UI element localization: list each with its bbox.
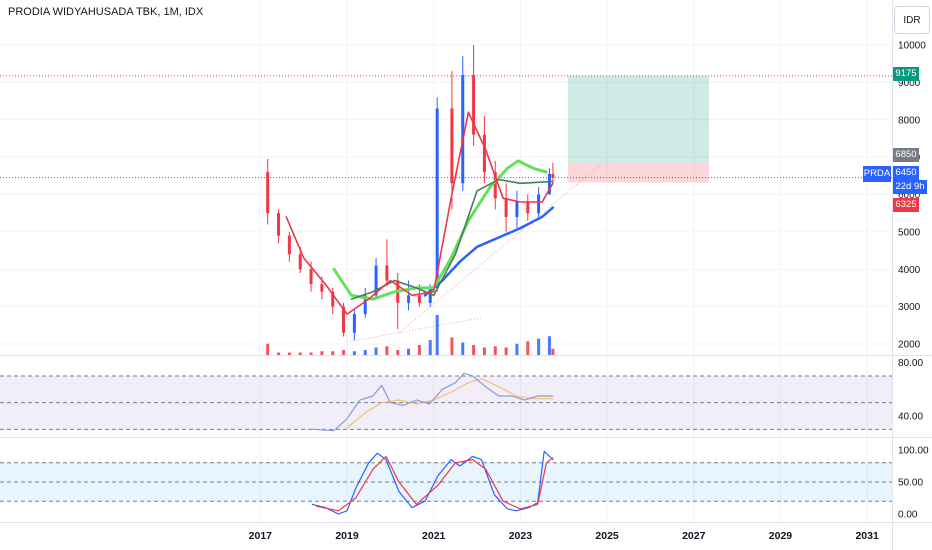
candle-body bbox=[461, 74, 465, 184]
ma-fast-line bbox=[285, 111, 554, 315]
candle-body bbox=[417, 295, 421, 303]
time-axis-label: 2027 bbox=[682, 530, 706, 542]
volume-bar bbox=[396, 350, 400, 355]
volume-bar bbox=[428, 340, 432, 355]
volume-bar bbox=[450, 337, 454, 355]
candle-body bbox=[515, 201, 519, 217]
low-price-tag: 6325 bbox=[893, 198, 919, 212]
volume-bar bbox=[461, 342, 465, 355]
volume-bar bbox=[504, 347, 508, 355]
volume-bar bbox=[482, 347, 486, 355]
time-axis-label: 2031 bbox=[855, 530, 879, 542]
chart-title: PRODIA WIDYAHUSADA TBK, 1M, IDX bbox=[8, 6, 204, 18]
volume-bar bbox=[417, 345, 421, 355]
stoch-axis-label: 100.00 bbox=[898, 446, 929, 457]
stoch-axis-label: 50.00 bbox=[898, 478, 923, 489]
ma-slow-line bbox=[423, 206, 555, 297]
volume-bar bbox=[515, 343, 519, 355]
candle-body bbox=[385, 265, 389, 281]
trend-line bbox=[398, 162, 604, 334]
candle-body bbox=[309, 269, 313, 285]
candle-body bbox=[266, 172, 270, 214]
time-axis-label: 2019 bbox=[335, 530, 359, 542]
candle-body bbox=[331, 291, 335, 307]
last-price-tag: 6450 bbox=[893, 166, 919, 180]
candle-body bbox=[320, 284, 324, 292]
price-axis-label: 5000 bbox=[898, 227, 921, 238]
stoch-k-line bbox=[311, 450, 554, 515]
candle-body bbox=[482, 134, 486, 173]
volume-bar bbox=[547, 336, 551, 355]
time-axis-label: 2021 bbox=[422, 530, 446, 542]
ma-trend-line bbox=[332, 159, 548, 301]
time-axis-label: 2023 bbox=[509, 530, 533, 542]
candle-body bbox=[277, 213, 281, 236]
candle-body bbox=[551, 173, 555, 178]
rsi-axis-label: 80.00 bbox=[898, 358, 923, 369]
candle-body bbox=[342, 306, 346, 333]
countdown-tag: 22d 9h bbox=[893, 180, 927, 194]
candle-body bbox=[298, 254, 302, 270]
time-axis-label: 2025 bbox=[595, 530, 619, 542]
volume-bar bbox=[374, 347, 378, 355]
volume-bar bbox=[407, 348, 411, 355]
candle-body bbox=[352, 314, 356, 333]
stoch-axis-label: 0.00 bbox=[898, 510, 918, 521]
price-axis-label: 3000 bbox=[898, 302, 921, 313]
price-axis-label: 10000 bbox=[898, 41, 926, 52]
candle-body bbox=[407, 295, 411, 303]
position-target-zone bbox=[568, 75, 709, 163]
time-axis-label: 2017 bbox=[249, 530, 273, 542]
price-axis-label: 8000 bbox=[898, 115, 921, 126]
currency-button[interactable]: IDR bbox=[894, 6, 930, 34]
candle-body bbox=[428, 287, 432, 303]
rsi-axis-label: 40.00 bbox=[898, 412, 923, 423]
candle-body bbox=[472, 74, 476, 135]
candle-body bbox=[504, 198, 508, 217]
volume-bar bbox=[277, 352, 281, 355]
volume-bar bbox=[537, 338, 541, 355]
candle-body bbox=[287, 235, 291, 255]
candle-body bbox=[526, 201, 530, 214]
stoch-d-line bbox=[316, 455, 554, 512]
volume-bar bbox=[551, 348, 555, 355]
volume-bar bbox=[363, 350, 367, 355]
volume-bar bbox=[331, 351, 335, 355]
volume-bar bbox=[352, 351, 356, 355]
symbol-tag: PRDA bbox=[863, 166, 891, 182]
volume-bar bbox=[435, 315, 439, 355]
volume-bar bbox=[298, 352, 302, 355]
volume-bar bbox=[472, 345, 476, 355]
volume-bar bbox=[309, 352, 313, 355]
candle-body bbox=[450, 108, 454, 184]
price-axis-label: 6000 bbox=[898, 190, 921, 201]
candle-body bbox=[493, 172, 497, 199]
volume-bar bbox=[320, 351, 324, 355]
candle-body bbox=[537, 194, 541, 214]
stop-price-tag: 6850 bbox=[893, 148, 919, 162]
volume-bar bbox=[493, 346, 497, 355]
candle-body bbox=[374, 265, 378, 296]
position-stop-zone bbox=[568, 162, 709, 183]
target-price-tag: 9175 bbox=[893, 67, 919, 81]
candle-body bbox=[363, 295, 367, 315]
candle-body bbox=[547, 173, 551, 195]
volume-bar bbox=[526, 341, 530, 355]
time-axis-label: 2029 bbox=[769, 530, 793, 542]
rsi-line bbox=[311, 372, 554, 432]
trend-line bbox=[346, 317, 482, 343]
candle-body bbox=[435, 108, 439, 288]
volume-bar bbox=[342, 350, 346, 355]
volume-bar bbox=[287, 352, 291, 355]
price-axis-label: 2000 bbox=[898, 340, 921, 351]
volume-bar bbox=[385, 346, 389, 355]
price-axis-label: 9000 bbox=[898, 78, 921, 89]
price-axis-label: 4000 bbox=[898, 265, 921, 276]
volume-bar bbox=[266, 343, 270, 355]
rsi-signal-line bbox=[346, 378, 554, 429]
